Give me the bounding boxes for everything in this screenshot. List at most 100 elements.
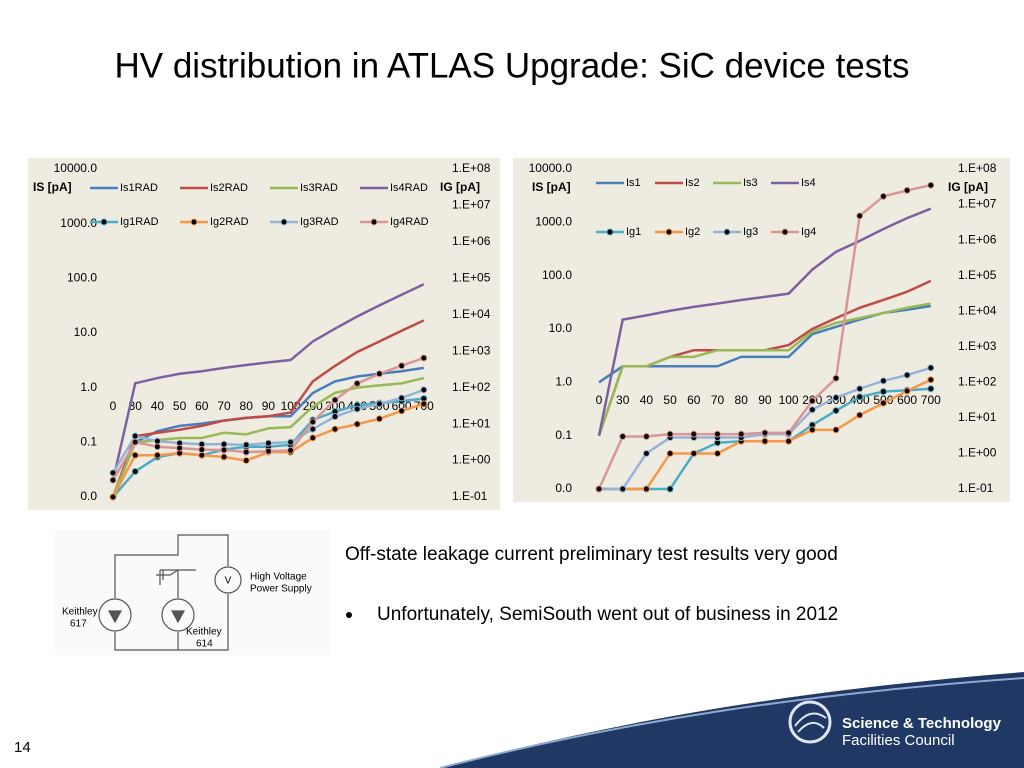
y2-tick-label: 1.E+08 — [958, 161, 997, 175]
series-marker — [903, 186, 911, 194]
y-tick-label: 10.0 — [74, 325, 98, 339]
footer-line — [439, 677, 1024, 768]
series-marker — [353, 420, 361, 428]
legend-marker — [606, 228, 614, 236]
series-marker — [309, 418, 317, 426]
series-marker — [309, 425, 317, 433]
series-marker — [761, 429, 769, 437]
series-marker — [808, 397, 816, 405]
x-tick-label: 50 — [663, 393, 677, 407]
series-marker — [832, 426, 840, 434]
series-marker — [331, 413, 339, 421]
y-tick-label: 0.1 — [555, 428, 572, 442]
y-tick-label: 0.0 — [80, 489, 97, 503]
series-marker — [287, 446, 295, 454]
x-tick-label: 90 — [262, 399, 276, 413]
y2-tick-label: 1.E+00 — [452, 453, 491, 467]
y2-tick-label: 1.E+04 — [452, 307, 491, 321]
series-marker — [131, 438, 139, 446]
series-marker — [220, 440, 228, 448]
y2-axis-label: IG [pA] — [948, 180, 988, 194]
series-marker — [666, 485, 674, 493]
legend-label: Is3RAD — [300, 182, 338, 194]
x-tick-label: 60 — [687, 393, 701, 407]
series-marker — [420, 354, 428, 362]
series-line — [111, 376, 425, 498]
y2-tick-label: 1.E+03 — [452, 343, 491, 357]
series-marker — [832, 394, 840, 402]
series-marker — [785, 437, 793, 445]
x-tick-label: 80 — [735, 393, 749, 407]
x-tick-label: 100 — [779, 393, 799, 407]
logo-mark — [794, 712, 827, 733]
series-marker — [398, 407, 406, 415]
series-marker — [198, 446, 206, 454]
y2-tick-label: 1.E+01 — [958, 410, 997, 424]
legend-label: Ig2 — [685, 226, 700, 238]
y-tick-label: 10.0 — [549, 321, 573, 335]
series-marker — [714, 449, 721, 457]
y2-tick-label: 1.E+01 — [452, 416, 491, 430]
diagram-label: High Voltage — [250, 572, 307, 583]
x-tick-label: 50 — [173, 399, 187, 413]
circuit-diagram — [55, 530, 330, 655]
y2-axis-label: IG [pA] — [440, 180, 480, 194]
y2-tick-label: 1.E+08 — [452, 161, 491, 175]
legend-label: Ig1RAD — [120, 216, 159, 228]
series-marker — [176, 444, 184, 452]
legend-label: Is4 — [801, 177, 816, 189]
y-tick-label: 0.0 — [555, 481, 572, 495]
series-marker — [264, 439, 272, 447]
footer-band — [440, 672, 1024, 768]
diagram-label: 617 — [70, 619, 87, 630]
y-tick-label: 1000.0 — [60, 216, 97, 230]
y-tick-label: 1000.0 — [535, 215, 572, 229]
bullet-text: Unfortunately, SemiSouth went out of bus… — [377, 604, 838, 625]
legend-label: Is2 — [685, 177, 700, 189]
series-marker — [595, 485, 603, 493]
legend-marker — [100, 218, 108, 226]
series-marker — [109, 493, 117, 501]
x-tick-label: 0 — [110, 399, 117, 413]
legend-marker — [190, 218, 198, 226]
series-marker — [642, 449, 650, 457]
series-marker — [242, 457, 250, 465]
series-marker — [666, 449, 674, 457]
x-tick-label: 30 — [616, 393, 630, 407]
y-tick-label: 10000.0 — [529, 161, 573, 175]
legend-label: Ig4RAD — [390, 216, 429, 228]
series-marker — [832, 374, 840, 382]
series-marker — [808, 406, 816, 414]
series-marker — [903, 371, 911, 379]
x-tick-label: 60 — [195, 399, 209, 413]
y-tick-label: 100.0 — [67, 271, 97, 285]
series-line — [597, 207, 932, 436]
x-tick-label: 90 — [758, 393, 772, 407]
diagram-label: Keithley — [186, 627, 222, 638]
x-tick-label: 0 — [596, 393, 603, 407]
x-tick-label: 80 — [240, 399, 254, 413]
y-axis-label: IS [pA] — [532, 180, 571, 194]
series-marker — [856, 411, 864, 419]
y2-tick-label: 1.E+02 — [452, 380, 491, 394]
legend-label: Ig1 — [626, 226, 641, 238]
series-line — [597, 302, 932, 437]
chart-panel — [513, 158, 1010, 502]
series-marker — [879, 388, 887, 396]
y-axis-label: IS [pA] — [33, 180, 72, 194]
series-marker — [737, 430, 745, 438]
series-marker — [832, 407, 840, 415]
legend-marker — [723, 228, 731, 236]
legend-label: Is4RAD — [390, 182, 428, 194]
series-marker — [856, 393, 864, 401]
plots: 0.00.11.010.0100.01000.010000.01.E-011.E… — [33, 161, 997, 503]
series-marker — [398, 362, 406, 370]
series-marker — [879, 377, 887, 385]
series-marker — [927, 364, 935, 372]
series-marker — [879, 192, 887, 200]
series-marker — [109, 476, 117, 484]
x-tick-label: 70 — [217, 399, 231, 413]
series-marker — [642, 432, 650, 440]
legend-label: Ig4 — [801, 226, 816, 238]
